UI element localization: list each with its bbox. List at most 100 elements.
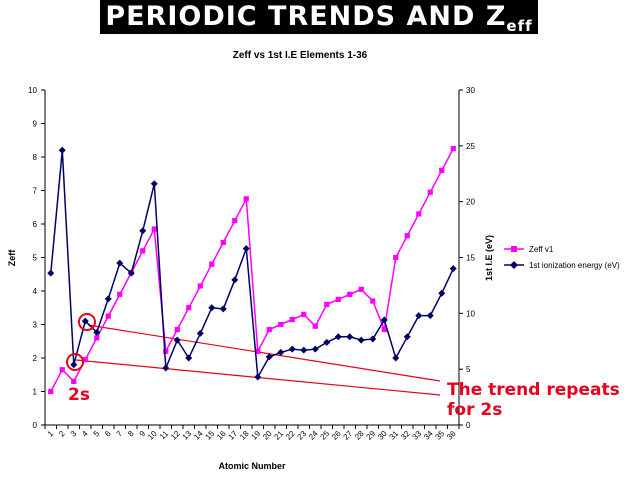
zeff-point xyxy=(416,211,422,217)
right-tick-label: 25 xyxy=(466,142,475,151)
ionization-energy-point xyxy=(127,269,135,277)
ionization-energy-point xyxy=(208,304,216,312)
ionization-energy-point xyxy=(265,353,273,361)
ionization-energy-point xyxy=(323,338,331,346)
ionization-energy-point xyxy=(116,259,124,267)
ionization-energy-point xyxy=(81,317,89,325)
left-tick-label: 9 xyxy=(33,120,38,129)
series-layer xyxy=(47,146,457,395)
ionization-energy-point xyxy=(150,180,158,188)
zeff-point xyxy=(370,298,376,304)
annotation-trend: The trend repeats for 2s xyxy=(447,380,620,420)
zeff-point xyxy=(266,326,272,333)
left-tick-label: 3 xyxy=(33,321,38,330)
series-line-zeff xyxy=(50,148,454,392)
x-tick-label: 7 xyxy=(115,429,125,439)
zeff-point xyxy=(404,233,410,239)
zeff-point xyxy=(209,261,215,267)
left-tick-label: 6 xyxy=(33,220,38,229)
zeff-point xyxy=(324,301,330,307)
ionization-energy-point xyxy=(403,333,411,341)
ionization-energy-point xyxy=(162,364,170,372)
zeff-point xyxy=(71,378,77,385)
y-axis-right-label: 1st I.E (eV) xyxy=(484,235,494,281)
y-axis-left-label: Zeff xyxy=(7,249,17,267)
ionization-energy-point xyxy=(185,354,193,362)
ionization-energy-point xyxy=(139,227,147,235)
left-tick-label: 1 xyxy=(33,388,38,397)
zeff-point xyxy=(151,226,157,232)
zeff-point xyxy=(186,305,192,311)
x-axis-ticks: 1 2 3 4 5 6 7 8 910 11121314151617181920212223242… xyxy=(44,425,460,442)
left-tick-label: 8 xyxy=(33,153,38,162)
slide-title: PERIODIC TRENDS AND Zeff xyxy=(100,0,538,35)
right-tick-label: 10 xyxy=(466,309,475,318)
zeff-point xyxy=(450,146,456,152)
slide-title-subscript: eff xyxy=(506,17,533,35)
right-tick-label: 15 xyxy=(466,254,475,263)
annotation-2s: 2s xyxy=(68,385,90,405)
ionization-energy-point xyxy=(380,316,388,324)
ionization-energy-point xyxy=(219,305,227,313)
left-tick-label: 7 xyxy=(33,187,38,196)
zeff-point xyxy=(335,296,341,302)
ionization-energy-point xyxy=(311,345,319,353)
ionization-energy-point xyxy=(392,354,400,362)
x-tick-label: 4 xyxy=(80,429,90,439)
ionization-energy-point xyxy=(369,335,377,343)
x-tick-label: 5 xyxy=(92,429,102,439)
zeff-point xyxy=(358,286,364,292)
ionization-energy-point xyxy=(288,345,296,353)
ionization-energy-point xyxy=(254,373,262,381)
zeff-point xyxy=(243,196,249,202)
zeff-point xyxy=(82,357,88,363)
left-tick-label: 2 xyxy=(33,354,38,363)
annotation-trend-line2: for 2s xyxy=(447,400,503,420)
zeff-point xyxy=(278,321,284,328)
left-tick-label: 0 xyxy=(33,421,38,430)
zeff-point xyxy=(48,388,54,395)
ionization-energy-point xyxy=(357,336,365,344)
right-axis-ticks: 0 5 10 15 20 25 30 xyxy=(459,86,475,430)
annotation-2s-text: 2s xyxy=(68,385,90,405)
left-tick-label: 5 xyxy=(33,254,38,263)
x-tick-label: 3 xyxy=(69,429,79,439)
ionization-energy-point xyxy=(300,346,308,354)
zeff-point xyxy=(163,348,169,354)
ionization-energy-point xyxy=(47,269,55,277)
highlight-circle-lower xyxy=(66,353,84,371)
ionization-energy-point xyxy=(58,146,66,154)
chart-title: Zeff vs 1st I.E Elements 1-36 xyxy=(233,50,368,61)
x-axis-label: Atomic Number xyxy=(218,461,286,471)
x-tick-label: 9 xyxy=(138,429,148,439)
zeff-point xyxy=(439,167,445,173)
zeff-point xyxy=(220,239,226,246)
x-tick-label: 36 xyxy=(445,429,458,442)
ionization-energy-point xyxy=(173,336,181,344)
trend-line-upper xyxy=(87,324,441,382)
zeff-point xyxy=(381,326,387,333)
right-tick-label: 5 xyxy=(466,365,471,374)
zeff-point xyxy=(393,254,399,261)
zeff-point xyxy=(105,313,111,319)
left-tick-label: 4 xyxy=(33,287,38,296)
series-line-ionization-energy xyxy=(50,150,454,380)
x-tick-label: 6 xyxy=(103,429,113,439)
x-tick-label: 1 xyxy=(46,429,56,439)
legend-zeff-marker xyxy=(511,246,517,252)
zeff-point xyxy=(312,323,318,329)
zeff-point xyxy=(197,283,203,289)
ionization-energy-point xyxy=(415,312,423,320)
zeff-point xyxy=(232,218,238,224)
ionization-energy-point xyxy=(242,245,250,253)
x-tick-label: 8 xyxy=(126,429,136,439)
zeff-point xyxy=(94,335,100,341)
ionization-energy-point xyxy=(438,289,446,297)
zeff-point xyxy=(301,311,307,318)
legend: Zeff v1 1st ionization energy (eV) xyxy=(504,245,620,270)
zeff-point xyxy=(427,189,433,195)
annotation-trend-line1: The trend repeats xyxy=(447,380,620,400)
ionization-energy-point xyxy=(196,329,204,337)
ionization-energy-point xyxy=(449,265,457,273)
